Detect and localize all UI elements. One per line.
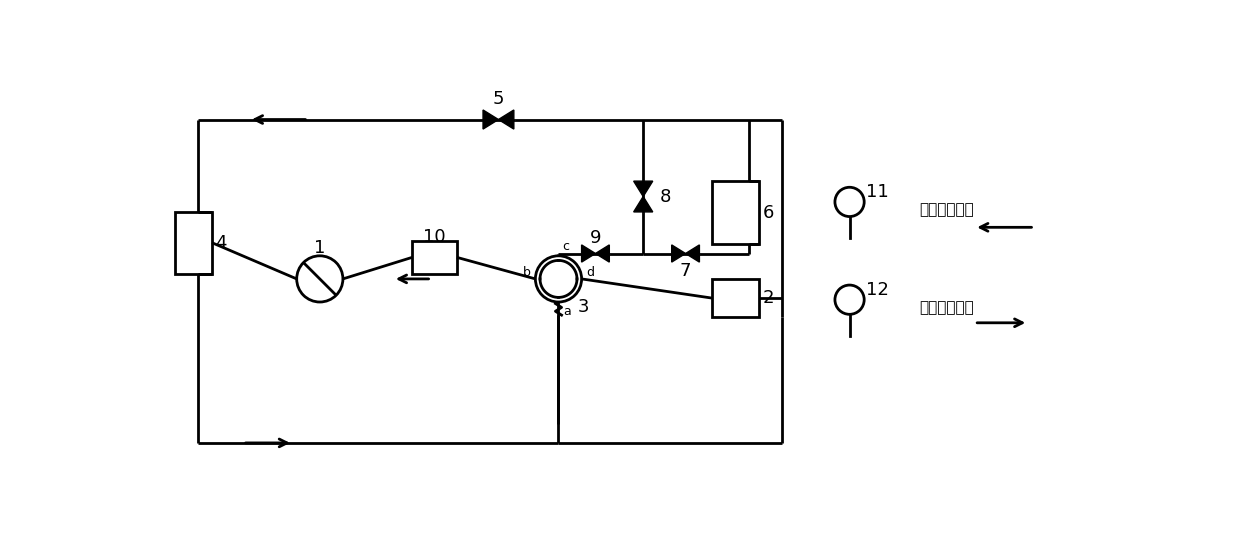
Text: 11: 11 — [867, 183, 889, 201]
Text: 8: 8 — [660, 187, 672, 206]
Text: 5: 5 — [492, 90, 505, 108]
Text: c: c — [563, 240, 569, 253]
Circle shape — [296, 256, 343, 302]
Bar — [412, 241, 456, 273]
Text: 3: 3 — [578, 299, 590, 317]
Text: 车厢进风风向: 车厢进风风向 — [919, 202, 973, 217]
Text: b: b — [523, 266, 531, 279]
Text: 9: 9 — [590, 229, 601, 247]
Circle shape — [835, 285, 864, 315]
Text: 车厢出风风向: 车厢出风风向 — [919, 300, 973, 315]
Circle shape — [835, 187, 864, 217]
Text: 7: 7 — [680, 262, 692, 280]
Circle shape — [536, 256, 582, 302]
Text: 12: 12 — [867, 281, 889, 300]
Text: 6: 6 — [763, 203, 774, 222]
Text: 4: 4 — [215, 234, 227, 252]
Polygon shape — [498, 110, 513, 129]
Text: 10: 10 — [423, 227, 446, 246]
Bar — [713, 279, 759, 317]
Polygon shape — [686, 245, 699, 262]
Polygon shape — [595, 245, 609, 262]
Text: a: a — [563, 305, 570, 318]
Polygon shape — [672, 245, 686, 262]
Polygon shape — [634, 197, 652, 212]
Polygon shape — [634, 181, 652, 197]
Bar — [175, 212, 212, 273]
Text: d: d — [587, 266, 594, 279]
Text: 2: 2 — [763, 289, 774, 307]
Polygon shape — [484, 110, 498, 129]
Text: 1: 1 — [314, 239, 325, 257]
Polygon shape — [582, 245, 595, 262]
Bar — [713, 181, 759, 244]
